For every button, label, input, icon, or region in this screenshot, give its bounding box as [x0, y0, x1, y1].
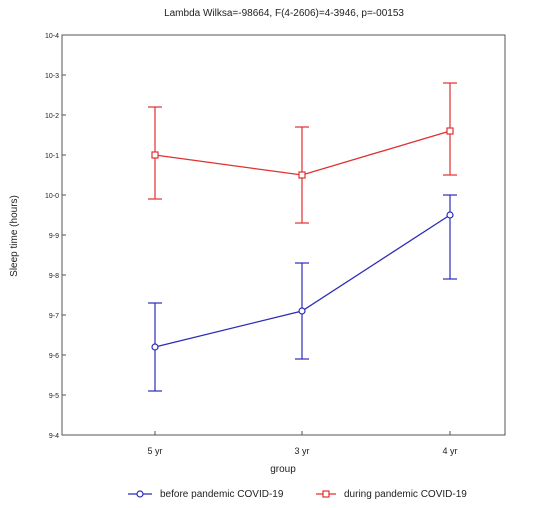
y-tick-label: 10-4 — [45, 33, 59, 40]
chart-title: Lambda Wilksa=-98664, F(4-2606)=4-3946, … — [164, 8, 404, 19]
data-point — [151, 151, 159, 159]
series-layer — [148, 82, 457, 392]
y-tick-label: 9-6 — [49, 353, 59, 360]
series-2 — [148, 82, 457, 224]
y-tick-label: 9-4 — [49, 433, 59, 440]
series-1 — [148, 194, 457, 392]
y-tick-label: 10-3 — [45, 73, 59, 80]
legend-marker — [322, 490, 330, 498]
x-axis-label: group — [270, 464, 296, 475]
y-tick-label: 9-8 — [49, 273, 59, 280]
data-point — [446, 127, 454, 135]
x-tick-label: 5 yr — [147, 446, 162, 456]
legend-label: before pandemic COVID-19 — [160, 489, 284, 500]
y-tick-label: 9-7 — [49, 313, 59, 320]
data-point — [151, 343, 159, 351]
y-tick-label: 10-0 — [45, 193, 59, 200]
y-tick-label: 9-9 — [49, 233, 59, 240]
x-tick-label: 4 yr — [442, 446, 457, 456]
data-point — [446, 211, 454, 219]
y-axis: 9-4 9-5 9-6 9-7 9-8 9-9 10-0 10-1 10-2 10-3 10-4 — [45, 33, 66, 440]
y-axis-label: Sleep time (hours) — [9, 195, 20, 277]
y-tick-label: 10-1 — [45, 153, 59, 160]
y-tick-label: 10-2 — [45, 113, 59, 120]
y-tick-label: 9-5 — [49, 393, 59, 400]
legend: before pandemic COVID-19 during pandemic … — [128, 489, 467, 500]
data-point — [298, 307, 306, 315]
x-tick-label: 3 yr — [294, 446, 309, 456]
data-point — [298, 171, 306, 179]
plot-area — [61, 34, 506, 436]
x-axis: 5 yr 3 yr 4 yr — [147, 431, 458, 456]
legend-label: during pandemic COVID-19 — [344, 489, 467, 500]
legend-marker — [136, 490, 144, 498]
